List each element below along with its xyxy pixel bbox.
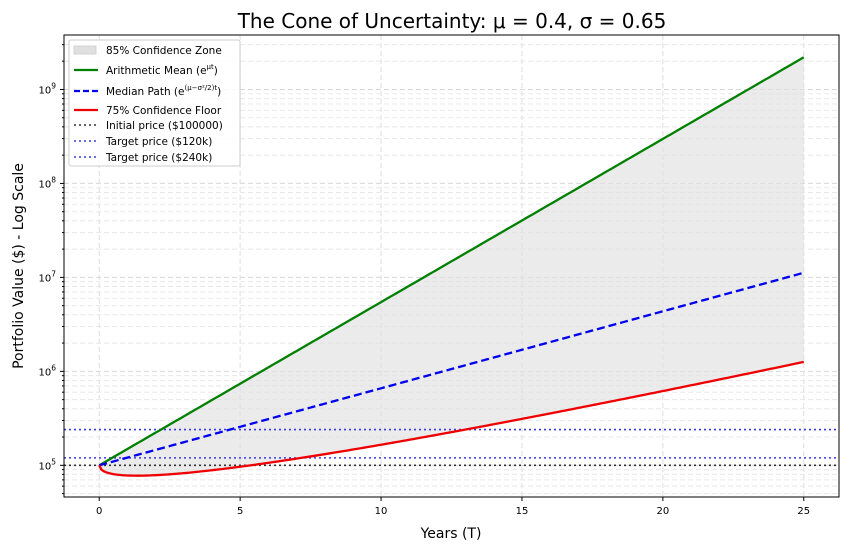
- legend-label: Arithmetic Mean (eμt): [106, 63, 218, 77]
- x-tick-label: 15: [516, 506, 529, 517]
- legend-item: Initial price ($100000): [74, 120, 223, 132]
- legend: 85% Confidence Zone Arithmetic Mean (eμt)…: [68, 39, 241, 167]
- x-tick-label: 20: [656, 506, 669, 517]
- x-tick-label: 5: [237, 506, 243, 517]
- y-tick-label: 109: [38, 81, 56, 96]
- arithmetic-mean-line: [98, 56, 805, 467]
- legend-item: Median Path (e(μ−σ²/2)t): [74, 84, 221, 98]
- legend-label: Target price ($240k): [105, 152, 212, 164]
- x-axis-label: Years (T): [420, 526, 482, 542]
- x-tick-label: 10: [375, 506, 388, 517]
- confidence-zone-layer: [99, 57, 804, 476]
- confidence-floor-line: [98, 360, 805, 477]
- plot-area: [63, 34, 840, 498]
- y-tick-label: 106: [38, 363, 56, 378]
- legend-label: Target price ($120k): [105, 136, 212, 148]
- y-tick-label: 108: [38, 175, 56, 190]
- x-tick-label: 0: [96, 506, 102, 517]
- legend-label: 75% Confidence Floor: [106, 105, 222, 117]
- series-layer: [98, 56, 805, 477]
- y-axis-label: Portfolio Value ($) - Log Scale: [11, 163, 27, 369]
- legend-item: Arithmetic Mean (eμt): [74, 63, 218, 77]
- y-axis-ticks: 105 106 107 108 109: [38, 44, 64, 495]
- plot-frame: [63, 34, 840, 498]
- legend-item: 75% Confidence Floor: [74, 105, 222, 117]
- legend-item: Target price ($240k): [74, 152, 212, 164]
- y-tick-label: 107: [38, 269, 56, 284]
- x-axis-ticks: 0 5 10 15 20 25: [96, 497, 810, 517]
- legend-label: Initial price ($100000): [106, 120, 223, 132]
- x-tick-label: 25: [797, 506, 810, 517]
- reference-lines-layer: [64, 428, 839, 467]
- legend-item: 85% Confidence Zone: [73, 45, 222, 57]
- legend-items: 85% Confidence Zone Arithmetic Mean (eμt)…: [73, 45, 223, 164]
- legend-label: Median Path (e(μ−σ²/2)t): [106, 84, 221, 98]
- legend-item: Target price ($120k): [74, 136, 212, 148]
- confidence-zone-fill: [99, 57, 804, 476]
- legend-swatch-zone: [73, 45, 97, 55]
- chart-title: The Cone of Uncertainty: μ = 0.4, σ = 0.…: [237, 9, 667, 33]
- legend-label: 85% Confidence Zone: [106, 45, 222, 57]
- legend-box: [68, 39, 241, 167]
- median-path-line: [98, 271, 805, 467]
- y-tick-label: 105: [38, 457, 56, 472]
